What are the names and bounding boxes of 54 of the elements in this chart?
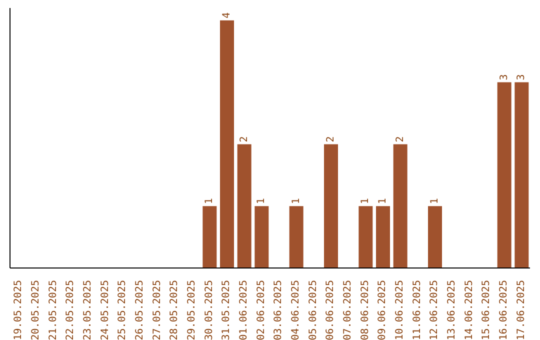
x-tick-label: 08.06.2025 (360, 280, 371, 340)
x-tick-label: 23.05.2025 (82, 280, 94, 340)
x-tick-label: 24.05.2025 (100, 280, 111, 340)
data-label: 1 (378, 198, 388, 204)
data-label: 3 (498, 74, 510, 80)
bar (324, 144, 338, 268)
x-tick-label: 29.05.2025 (186, 280, 198, 340)
x-tick-label: 25.05.2025 (117, 280, 128, 340)
bar (376, 206, 390, 268)
x-tick-label: 31.05.2025 (221, 280, 232, 340)
x-tick-label: 03.06.2025 (273, 280, 284, 340)
x-tick-label: 05.06.2025 (308, 280, 319, 340)
x-tick-label: 22.05.2025 (65, 280, 76, 340)
bar (237, 144, 252, 268)
x-tick-label: 21.05.2025 (48, 280, 59, 340)
x-tick-label: 17.06.2025 (516, 280, 527, 340)
data-label: 3 (516, 74, 528, 80)
data-label: 2 (394, 136, 406, 142)
x-tick-label: 09.06.2025 (377, 280, 388, 340)
data-label: 1 (290, 198, 302, 204)
x-tick-label: 14.06.2025 (464, 280, 475, 340)
data-label: 1 (430, 198, 440, 204)
bar (514, 82, 529, 268)
x-tick-label: 06.06.2025 (325, 280, 336, 340)
data-label: 1 (360, 198, 372, 204)
data-label: 2 (238, 136, 250, 142)
x-tick-label: 13.06.2025 (446, 280, 458, 340)
data-label: 2 (326, 136, 336, 142)
x-tick-label: 16.06.2025 (498, 280, 510, 340)
x-tick-label: 02.06.2025 (256, 280, 267, 340)
bar (254, 206, 269, 268)
bar (497, 82, 512, 268)
bar (428, 206, 442, 268)
x-tick-label: 30.05.2025 (204, 280, 215, 340)
bar (358, 206, 373, 268)
x-tick-label: 19.05.2025 (13, 280, 24, 340)
x-tick-label: 11.06.2025 (412, 280, 423, 340)
bar (393, 144, 408, 268)
data-label: 1 (256, 198, 268, 204)
bar (289, 206, 304, 268)
x-tick-label: 04.06.2025 (290, 280, 302, 340)
data-label: 1 (204, 198, 216, 204)
x-tick-label: 28.05.2025 (169, 280, 180, 340)
x-tick-label: 15.06.2025 (481, 280, 492, 340)
bar (202, 206, 217, 268)
x-tick-label: 07.06.2025 (342, 280, 354, 340)
x-tick-label: 10.06.2025 (394, 280, 406, 340)
x-tick-label: 27.05.2025 (152, 280, 163, 340)
bar (220, 20, 234, 268)
x-tick-label: 20.05.2025 (30, 280, 42, 340)
x-tick-label: 01.06.2025 (238, 280, 250, 340)
x-tick-label: 12.06.2025 (429, 280, 440, 340)
data-label: 4 (222, 12, 232, 18)
x-tick-label: 26.05.2025 (134, 280, 146, 340)
